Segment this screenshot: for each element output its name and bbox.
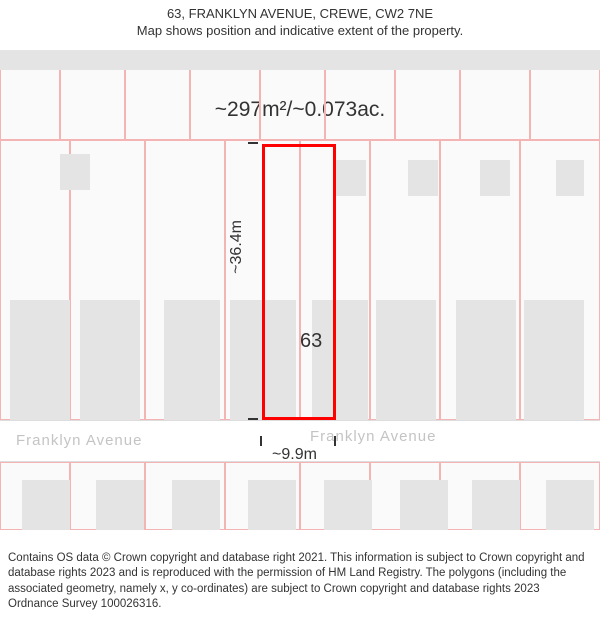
dimension-tick: [334, 436, 336, 446]
page-subtitle: Map shows position and indicative extent…: [0, 23, 600, 40]
building: [376, 300, 436, 420]
building: [164, 300, 220, 420]
width-dimension-label: ~9.9m: [272, 446, 317, 464]
building: [336, 160, 366, 196]
dimension-tick: [248, 142, 258, 144]
building: [248, 480, 296, 530]
dimension-tick: [260, 436, 262, 446]
road-label: Franklyn Avenue: [16, 432, 142, 449]
building: [10, 300, 70, 420]
building: [96, 480, 144, 530]
road-label: Franklyn Avenue: [310, 428, 436, 445]
building: [400, 480, 448, 530]
property-highlight: [262, 144, 336, 420]
property-map: ~297m²/~0.073ac. Franklyn AvenueFranklyn…: [0, 50, 600, 530]
building: [556, 160, 584, 196]
building: [472, 480, 520, 530]
building: [0, 50, 600, 70]
header: 63, FRANKLYN AVENUE, CREWE, CW2 7NE Map …: [0, 0, 600, 40]
building: [22, 480, 70, 530]
building: [524, 300, 584, 420]
building: [456, 300, 516, 420]
building: [80, 300, 140, 420]
building: [172, 480, 220, 530]
height-dimension-label: ~36.4m: [228, 220, 246, 274]
building: [480, 160, 510, 196]
building: [408, 160, 438, 196]
dimension-tick: [248, 418, 258, 420]
property-number: 63: [300, 330, 322, 353]
building: [546, 480, 594, 530]
copyright-footer: Contains OS data © Crown copyright and d…: [0, 543, 600, 625]
building: [60, 154, 90, 190]
page-title: 63, FRANKLYN AVENUE, CREWE, CW2 7NE: [0, 6, 600, 23]
building: [324, 480, 372, 530]
